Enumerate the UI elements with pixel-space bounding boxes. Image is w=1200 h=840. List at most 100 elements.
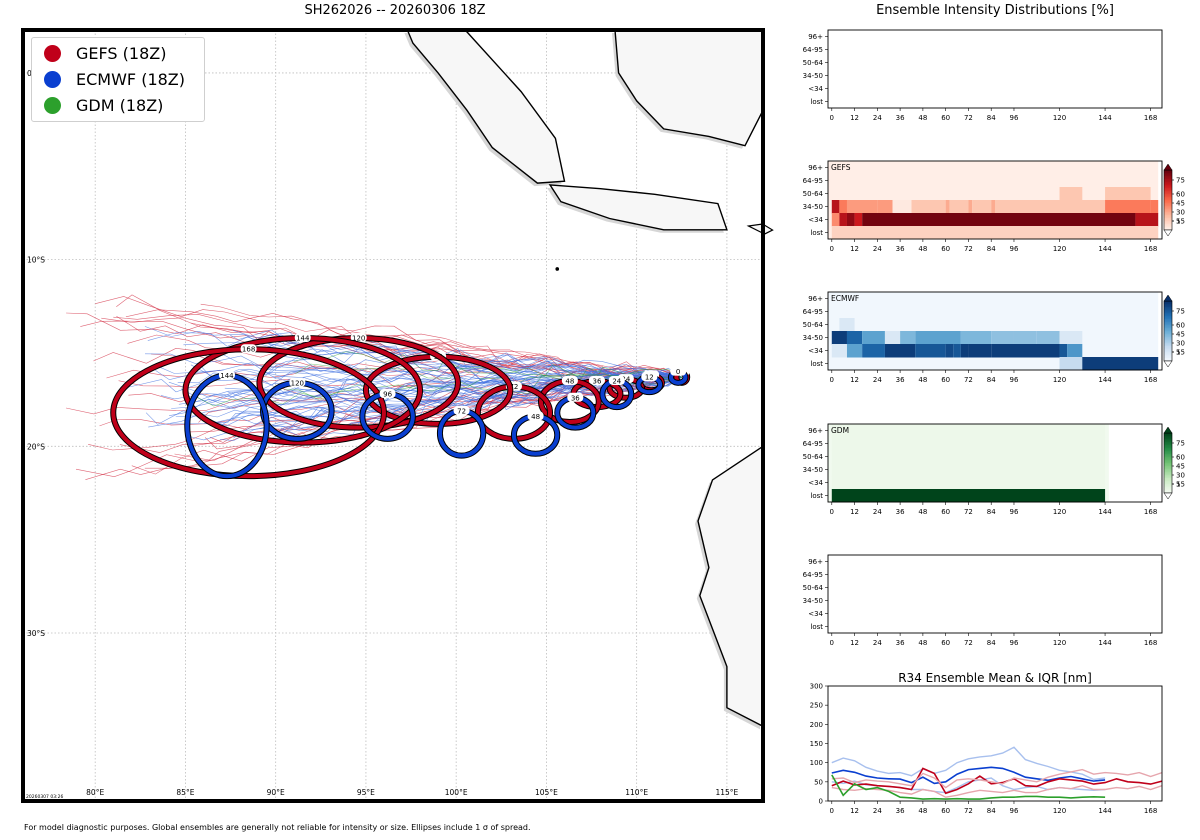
map-frame <box>21 28 765 803</box>
r34-series-ecmwf-upper <box>831 746 1106 781</box>
x-tick-label: 12 <box>850 508 859 516</box>
colorbar-tick-label: 75 <box>1176 440 1185 448</box>
x-tick-label: 60 <box>941 639 950 647</box>
x-tick-label: 60 <box>941 376 950 384</box>
colorbar-cell <box>1164 320 1172 323</box>
x-tick-label: 96 <box>1010 114 1019 122</box>
colorbar-cell <box>1164 189 1172 192</box>
ellipse-label: 0 <box>676 368 680 376</box>
colorbar-cell <box>1164 488 1172 491</box>
legend-marker-gdm <box>44 96 61 114</box>
y-tick-label: lost <box>810 623 823 631</box>
colorbar-cell <box>1164 304 1172 306</box>
ellipse-label-bg <box>670 366 687 376</box>
ellipse-label: 48 <box>565 377 574 385</box>
java-land <box>548 184 728 231</box>
colorbar-cell <box>1164 198 1172 201</box>
x-tick-label: 24 <box>873 508 882 516</box>
x-tick-label: 96 <box>1010 639 1019 647</box>
heat-cell <box>831 489 1106 503</box>
panel-frame <box>827 423 1163 503</box>
colorbar-cell <box>1164 201 1172 204</box>
heat-cell <box>1036 331 1060 345</box>
colorbar-cell <box>1164 335 1172 338</box>
colorbar-cell <box>1164 305 1172 308</box>
colorbar-cell <box>1164 454 1172 456</box>
colorbar-tick-label: 45 <box>1176 331 1185 339</box>
y-tick-label: <34 <box>808 610 823 618</box>
colorbar-cell <box>1164 176 1172 178</box>
x-tick-label: 168 <box>1144 639 1157 647</box>
x-tick-label: 84 <box>987 639 996 647</box>
colorbar-cell <box>1164 191 1172 193</box>
x-tick-label: 24 <box>873 639 882 647</box>
x-tick-label: 168 <box>1144 245 1157 253</box>
colorbar-cell <box>1164 323 1172 326</box>
heat-cell <box>846 213 855 227</box>
colorbar-cell <box>1164 192 1172 195</box>
y-tick-label: 96+ <box>808 164 823 172</box>
x-tick-label: 24 <box>873 114 882 122</box>
colorbar-arrow-bottom <box>1163 492 1173 500</box>
x-tick-label: 84 <box>987 114 996 122</box>
y-tick-label: 64-95 <box>803 571 823 579</box>
ellipse-label: 36 <box>571 394 580 402</box>
colorbar-cell <box>1164 203 1172 205</box>
christmas-island <box>555 267 560 271</box>
colorbar-cell <box>1164 359 1172 362</box>
colorbar-cell <box>1164 347 1172 350</box>
colorbar-cell <box>1164 174 1172 177</box>
colorbar-cell <box>1164 353 1172 356</box>
heat-base <box>828 318 1159 331</box>
ensemble-track <box>201 364 682 380</box>
colorbar-cell <box>1164 228 1172 231</box>
ellipse-label-bg <box>641 372 658 382</box>
x-tick-label: 72 <box>964 639 973 647</box>
colorbar-cell <box>1164 340 1172 342</box>
heat-cell <box>945 344 954 358</box>
colorbar-cell <box>1164 311 1172 314</box>
ellipse-label: 96 <box>383 391 392 399</box>
colorbar-cell <box>1164 449 1172 452</box>
colorbar-cell <box>1164 460 1172 462</box>
legend: GEFS (18Z) ECMWF (18Z) GDM (18Z) <box>31 37 205 122</box>
colorbar-tick-label: 30 <box>1176 209 1185 217</box>
map-lon-label: 110°E <box>625 788 648 797</box>
colorbar-cell <box>1164 183 1172 186</box>
heat-cell <box>831 463 1106 477</box>
australia-land <box>697 444 764 728</box>
heat-cell <box>846 200 878 214</box>
colorbar-tick-label: 45 <box>1176 200 1185 208</box>
y-tick-label: 50-64 <box>803 453 824 461</box>
colorbar-cell <box>1164 301 1172 303</box>
ellipse-label-bg <box>218 370 235 380</box>
r34-x-tick-label: 0 <box>830 807 834 815</box>
colorbar-cell <box>1164 210 1172 213</box>
heat-cell <box>884 331 901 345</box>
x-tick-label: 48 <box>918 508 927 516</box>
y-tick-label: <34 <box>808 85 823 93</box>
x-tick-label: 24 <box>873 376 882 384</box>
colorbar-cell <box>1164 334 1172 336</box>
ellipse-label-bg <box>294 333 311 343</box>
r34-x-tick-label: 84 <box>987 807 996 815</box>
colorbar-cell <box>1164 302 1172 305</box>
ensemble-track <box>95 296 682 378</box>
colorbar-cell <box>1164 313 1172 315</box>
x-tick-label: 144 <box>1098 508 1112 516</box>
r34-y-tick-label: 300 <box>810 683 823 691</box>
heat-cell <box>884 344 916 358</box>
map-lon-label: 90°E <box>267 788 285 797</box>
ellipse-label: 12 <box>645 374 654 382</box>
colorbar-cell <box>1164 322 1172 324</box>
colorbar-cell <box>1164 195 1172 198</box>
heat-cell <box>1013 331 1037 345</box>
r34-y-tick-label: 150 <box>810 740 823 748</box>
colorbar-cell <box>1164 482 1172 485</box>
heat-cell <box>915 344 946 358</box>
colorbar-cell <box>1164 467 1172 470</box>
heat-cell <box>839 318 855 332</box>
ellipse-label-bg <box>350 333 367 343</box>
x-tick-label: 36 <box>896 376 905 384</box>
y-tick-label: 34-50 <box>803 203 823 211</box>
